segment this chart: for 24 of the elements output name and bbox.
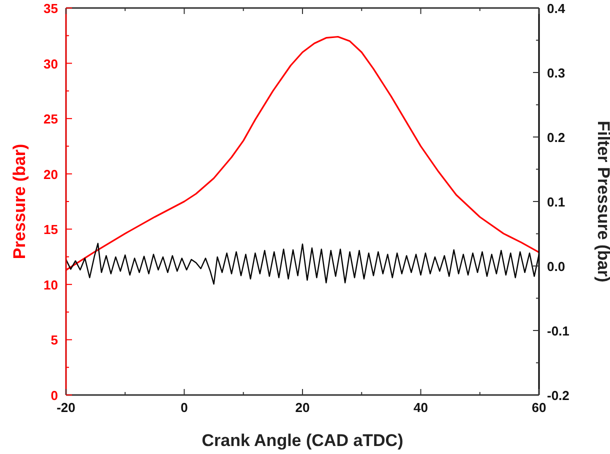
y-tick-label: 5	[50, 332, 58, 348]
x-tick-label: -20	[56, 400, 76, 415]
y2-tick-label: 0.3	[547, 66, 566, 80]
y-axis-title: Pressure (bar)	[10, 144, 29, 260]
x-tick-label: 40	[414, 400, 428, 415]
y-tick-label: 35	[44, 1, 58, 16]
y2-tick-label: 0.1	[547, 194, 566, 210]
y2-tick-label: -0.2	[547, 388, 570, 403]
y2-tick-label: 0.0	[547, 259, 566, 274]
y-tick-label: 30	[44, 56, 58, 72]
y2-tick-label: 0.4	[547, 1, 566, 16]
x-axis-title: Crank Angle (CAD aTDC)	[202, 431, 404, 450]
y2-tick-label: 0.2	[547, 130, 566, 145]
y-tick-label: 0	[50, 388, 58, 403]
y-tick-label: 15	[44, 222, 58, 238]
line-series	[65, 36, 540, 271]
y2-axis-title: Filter Pressure (bar)	[594, 120, 610, 282]
x-tick-label: 0	[180, 400, 188, 415]
y2-tick-label: -0.1	[547, 324, 570, 338]
y-tick-label: 20	[44, 166, 58, 182]
x-tick-label: 60	[532, 400, 546, 415]
y-tick-label: 25	[44, 112, 58, 127]
y-tick-label: 10	[44, 277, 58, 292]
x-tick-label: 20	[295, 400, 310, 415]
